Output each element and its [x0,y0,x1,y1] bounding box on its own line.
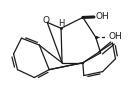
Text: O: O [42,16,49,25]
Text: H: H [58,19,65,28]
Text: OH: OH [108,32,122,41]
Text: OH: OH [96,12,110,21]
